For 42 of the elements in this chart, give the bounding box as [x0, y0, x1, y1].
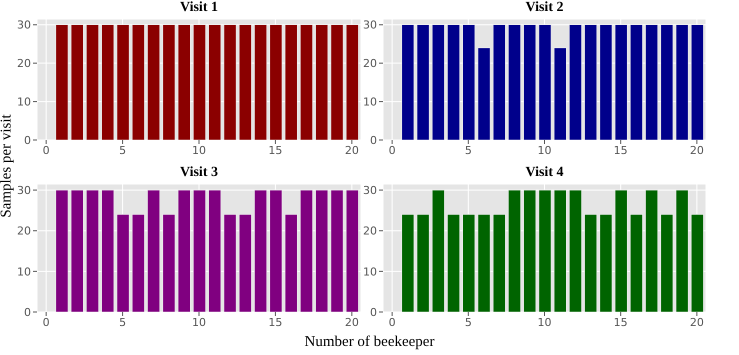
x-tick-label: 0	[42, 316, 50, 329]
x-axis-title: Number of beekeeper	[304, 334, 436, 351]
y-tick-label: 30	[363, 18, 377, 32]
x-tick-label: 20	[344, 144, 359, 157]
x-tick-label: 0	[388, 316, 396, 329]
y-tick-label: 20	[17, 57, 31, 70]
y-tick-label: 10	[363, 265, 377, 278]
x-tick-label: 0	[388, 144, 396, 157]
x-tick-label: 5	[464, 144, 472, 157]
x-tick-label: 15	[614, 316, 628, 329]
y-tick-label: 30	[363, 184, 377, 197]
x-tick-label: 20	[344, 316, 359, 329]
y-tick-label: 10	[17, 95, 31, 108]
y-tick-label: 30	[17, 184, 31, 197]
x-tick-label: 15	[268, 316, 282, 329]
chart-title: Visit 2	[524, 0, 564, 16]
y-tick-label: 20	[363, 57, 377, 70]
chart-title: Visit 4	[524, 165, 564, 181]
x-tick-label: 10	[192, 316, 206, 329]
y-tick-label: 10	[363, 95, 377, 108]
y-tick-label: 0	[370, 306, 377, 319]
y-tick-label: 20	[17, 224, 31, 238]
x-tick-label: 5	[119, 316, 126, 329]
y-tick-label: 30	[17, 18, 31, 32]
x-tick-label: 10	[538, 316, 552, 329]
x-tick-label: 20	[690, 144, 704, 157]
chart-title: Visit 1	[179, 0, 219, 16]
y-tick-label: 20	[363, 224, 377, 238]
x-tick-label: 15	[614, 144, 628, 157]
y-tick-label: 0	[370, 134, 377, 147]
x-tick-label: 0	[42, 144, 50, 157]
x-tick-label: 5	[119, 144, 126, 157]
x-tick-label: 20	[690, 316, 704, 329]
x-tick-label: 10	[192, 144, 206, 157]
y-tick-label: 0	[24, 306, 31, 319]
y-tick-label: 10	[17, 265, 31, 278]
x-tick-label: 10	[538, 144, 552, 157]
x-tick-label: 15	[268, 144, 282, 157]
chart-title: Visit 3	[179, 165, 219, 181]
y-tick-label: 0	[24, 134, 31, 147]
y-axis-title: Samples per visit	[0, 114, 16, 218]
x-tick-label: 5	[464, 316, 472, 329]
